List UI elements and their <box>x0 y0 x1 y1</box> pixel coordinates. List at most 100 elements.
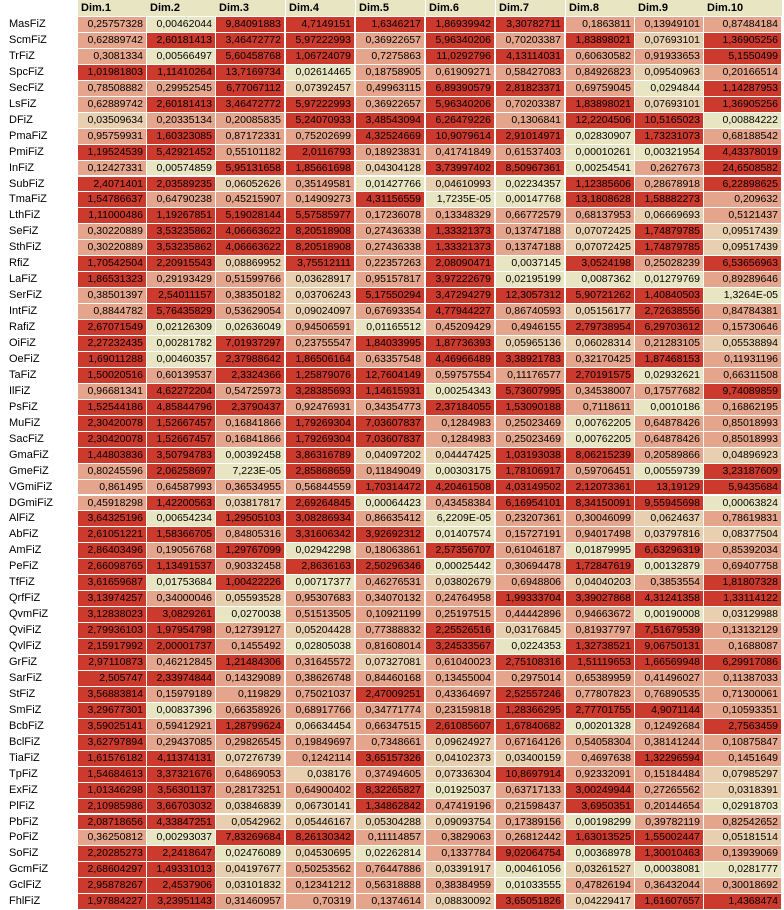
row-label: AlFiZ <box>9 512 35 525</box>
heatmap-cell: 4,62272204 <box>147 383 216 400</box>
heatmap-cell: 0,29193429 <box>147 272 216 289</box>
heatmap-cell: 3,38921783 <box>496 351 565 368</box>
heatmap-cell: 7,223E-05 <box>216 463 285 480</box>
row-label: BcbFiZ <box>9 719 44 732</box>
heatmap-cell: 2,505747 <box>78 670 147 687</box>
heatmap-cell: 4,85844796 <box>147 399 216 416</box>
heatmap-cell: 1,51119653 <box>566 655 635 671</box>
heatmap-cell: 0,05156177 <box>566 304 635 321</box>
heatmap-cell: 3,13974257 <box>78 591 147 608</box>
heatmap-cell: 0,41496027 <box>635 670 704 687</box>
heatmap-cell: 1,28799624 <box>216 718 285 735</box>
heatmap-cell: 0,00198299 <box>566 814 635 831</box>
heatmap-cell: 1,60323085 <box>147 128 216 145</box>
heatmap-cell: 0,01753684 <box>147 575 216 592</box>
heatmap-cell: 0,30220889 <box>78 224 147 241</box>
heatmap-cell: 0,1337784 <box>426 846 495 863</box>
heatmap-cell: 0,51513505 <box>286 607 355 624</box>
heatmap-cell: 0,05304288 <box>356 814 425 831</box>
heatmap-cell: 0,0224353 <box>496 639 565 655</box>
heatmap-cell: 0,21598437 <box>496 798 565 815</box>
row-label: AbFiZ <box>9 528 39 541</box>
heatmap-cell: 0,00574859 <box>147 160 216 177</box>
row-label: LthFiZ <box>9 209 41 222</box>
heatmap-cell: 0,61537403 <box>496 144 565 161</box>
heatmap-cell: 12,3057312 <box>496 288 565 305</box>
heatmap-cell: 0,18758905 <box>356 64 425 81</box>
row-label: SthFiZ <box>9 241 42 254</box>
heatmap-cell: 2,95878267 <box>78 878 147 895</box>
heatmap-cell: 1,52667457 <box>147 415 216 432</box>
heatmap-cell: 3,6950351 <box>566 798 635 815</box>
heatmap-cell: 0,00654234 <box>147 511 216 528</box>
heatmap-cell: 1,63013525 <box>566 830 635 847</box>
heatmap-cell: 6,89390579 <box>426 80 495 97</box>
heatmap-cell: 0,59412921 <box>147 718 216 735</box>
heatmap-cell: 2,97110873 <box>78 655 147 671</box>
heatmap-cell: 0,05965136 <box>496 336 565 352</box>
heatmap-cell: 0,07072425 <box>566 240 635 257</box>
row-label: PmiFiZ <box>9 145 44 158</box>
heatmap-cell: 0,038176 <box>286 766 355 783</box>
heatmap-cell: 0,7348661 <box>356 734 425 751</box>
heatmap-cell: 0,7118611 <box>566 399 635 416</box>
heatmap-cell: 0,96681341 <box>78 383 147 400</box>
heatmap-cell: 0,15979189 <box>147 686 216 703</box>
heatmap-cell: 4,06663622 <box>216 224 285 241</box>
heatmap-cell: 0,00281782 <box>147 336 216 352</box>
column-header-10: Dim.10 <box>704 0 782 17</box>
heatmap-cell: 0,00461056 <box>496 862 565 879</box>
heatmap-cell: 13,7169734 <box>216 64 285 81</box>
heatmap-cell: 0,00559739 <box>635 463 704 480</box>
heatmap-cell: 0,10921199 <box>356 607 425 624</box>
heatmap-cell: 3,48543094 <box>356 112 425 129</box>
heatmap-cell: 4,77944227 <box>426 304 495 321</box>
heatmap-cell: 10,5165023 <box>635 112 704 129</box>
heatmap-cell: 0,58427083 <box>496 64 565 81</box>
heatmap-cell: 0,46276531 <box>356 575 425 592</box>
heatmap-cell: 0,00038081 <box>635 862 704 879</box>
heatmap-cell: 0,27436338 <box>356 224 425 241</box>
heatmap-cell: 0,90332458 <box>216 559 285 576</box>
heatmap-cell: 0,06634454 <box>286 718 355 735</box>
heatmap-cell: 0,09517439 <box>704 224 782 241</box>
heatmap-cell: 0,91933653 <box>635 48 704 65</box>
heatmap-cell: 0,17577682 <box>635 383 704 400</box>
heatmap-cell: 1,14287953 <box>704 80 782 97</box>
heatmap-cell: 0,09517439 <box>704 240 782 257</box>
heatmap-cell: 6,16954101 <box>496 495 565 512</box>
heatmap-cell: 1,54786637 <box>78 192 147 209</box>
heatmap-cell: 1,78106917 <box>496 463 565 480</box>
heatmap-cell: 0,45918298 <box>78 495 147 512</box>
heatmap-cell: 3,92692312 <box>356 527 425 544</box>
heatmap-cell: 6,29917086 <box>704 655 782 671</box>
heatmap-cell: 0,53629054 <box>216 304 285 321</box>
heatmap-cell: 0,02932621 <box>635 367 704 384</box>
heatmap-cell: 3,29677301 <box>78 702 147 719</box>
heatmap-cell: 0,27436338 <box>356 240 425 257</box>
row-label: GrFiZ <box>9 656 38 668</box>
heatmap-cell: 0,61909271 <box>426 64 495 81</box>
row-label: SoFiZ <box>9 847 39 860</box>
heatmap-cell: 0,04447425 <box>426 447 495 464</box>
row-label: MuFiZ <box>9 416 41 429</box>
heatmap-cell: 0,71300061 <box>704 686 782 703</box>
heatmap-cell: 2,03589235 <box>147 176 216 193</box>
heatmap-cell: 0,28173251 <box>216 782 285 799</box>
heatmap-cell: 0,60630582 <box>566 48 635 65</box>
heatmap-cell: 1,32738521 <box>566 639 635 655</box>
heatmap-cell: 1,58882273 <box>635 192 704 209</box>
heatmap-cell: 0,00392458 <box>216 447 285 464</box>
heatmap-cell: 7,83269684 <box>216 830 285 847</box>
heatmap-cell: 0,81937797 <box>566 623 635 640</box>
heatmap-cell: 0,80245596 <box>78 463 147 480</box>
heatmap-cell: 1,00422226 <box>216 575 285 592</box>
heatmap-cell: 4,32524669 <box>356 128 425 145</box>
heatmap-cell: 0,16862195 <box>704 399 782 416</box>
heatmap-cell: 0,36432044 <box>635 878 704 895</box>
heatmap-cell: 3,30782711 <box>496 17 565 33</box>
heatmap-cell: 13,19129 <box>635 479 704 496</box>
heatmap-cell: 0,04896923 <box>704 447 782 464</box>
row-label: SmFiZ <box>9 703 42 716</box>
column-header-9: Dim.9 <box>635 0 704 17</box>
